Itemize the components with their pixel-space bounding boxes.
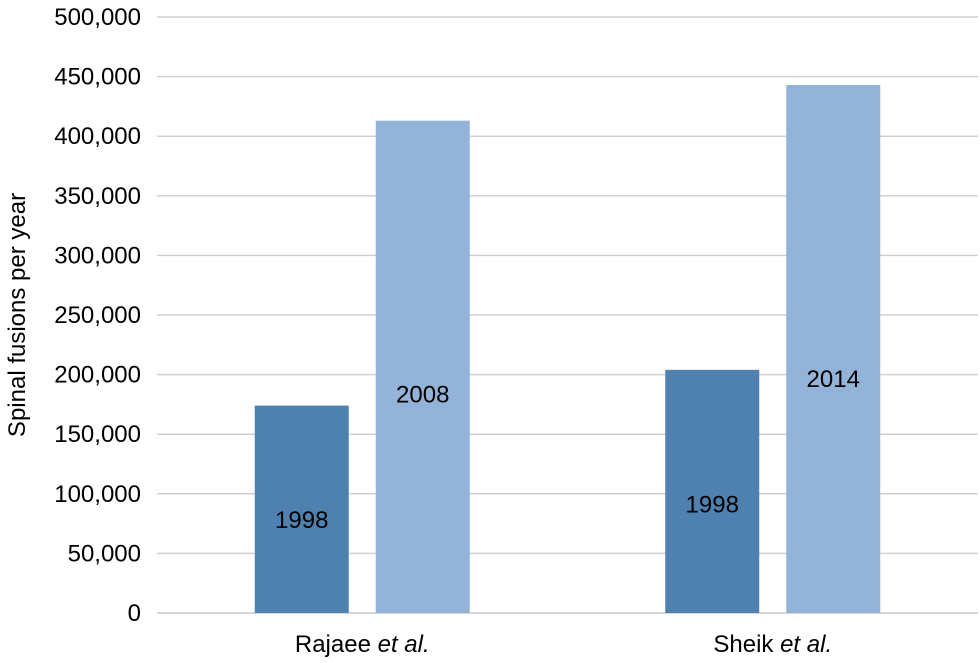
bars — [254, 84, 881, 614]
bar — [375, 120, 470, 613]
bar-data-label: 1998 — [686, 491, 739, 518]
y-tick-label: 0 — [128, 600, 141, 627]
y-axis-ticks: 0 50,000 100,000 150,000 200,000 250,000 300,0… — [54, 4, 141, 627]
x-axis-categories: Rajaee et al. Sheik et al. — [295, 631, 832, 658]
y-axis-title: Spinal fusions per year — [4, 193, 31, 437]
y-tick-label: 150,000 — [54, 421, 141, 448]
bar — [786, 84, 881, 614]
bar-data-label: 1998 — [275, 507, 328, 534]
y-tick-label: 500,000 — [54, 4, 141, 31]
y-tick-label: 50,000 — [68, 540, 141, 567]
y-tick-label: 100,000 — [54, 481, 141, 508]
y-tick-label: 300,000 — [54, 242, 141, 269]
y-tick-label: 450,000 — [54, 64, 141, 91]
y-tick-label: 250,000 — [54, 302, 141, 329]
bar — [254, 405, 349, 613]
y-tick-label: 400,000 — [54, 123, 141, 150]
y-tick-label: 350,000 — [54, 183, 141, 210]
bar-labels: 1998 2008 1998 2014 — [275, 366, 860, 534]
x-category-label: Sheik et al. — [713, 631, 832, 658]
x-category-label: Rajaee et al. — [295, 631, 430, 658]
y-tick-label: 200,000 — [54, 362, 141, 389]
bar-data-label: 2008 — [396, 382, 449, 409]
bar-data-label: 2014 — [807, 366, 860, 393]
bar — [665, 369, 760, 613]
